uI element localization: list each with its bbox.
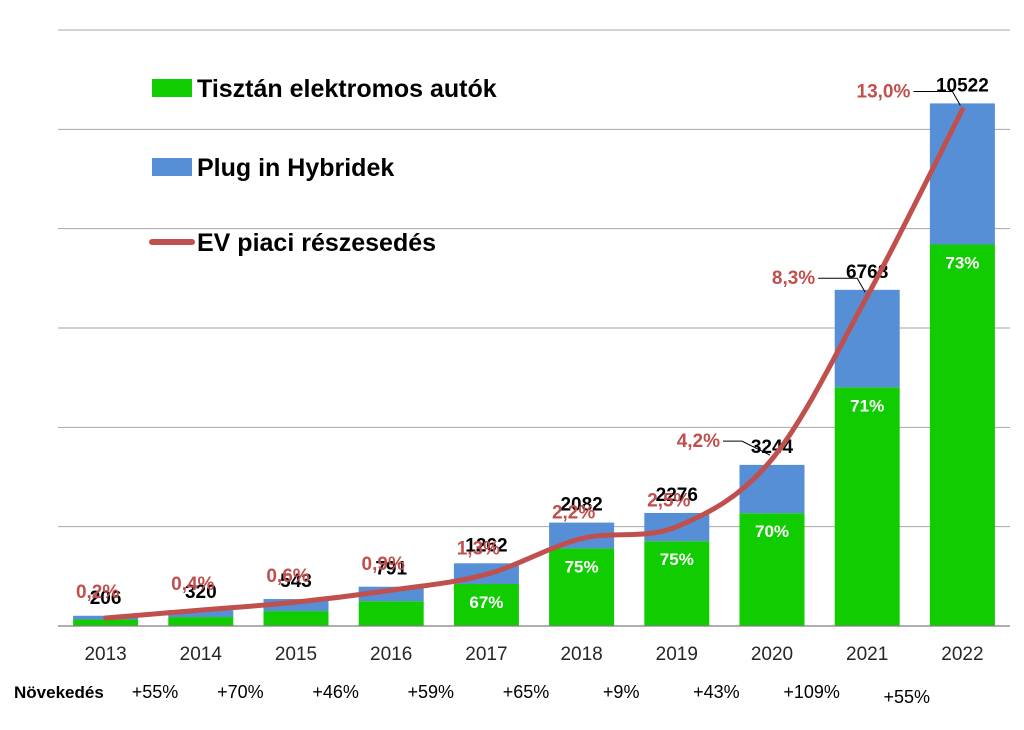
market-share-label-2017: 1,3% bbox=[457, 538, 500, 559]
growth-value-2019: +9% bbox=[603, 682, 640, 702]
market-share-line bbox=[103, 106, 965, 621]
leader-line-2021 bbox=[818, 277, 866, 293]
bar-bev-2016 bbox=[358, 601, 424, 626]
growth-value-2021: +109% bbox=[783, 682, 840, 702]
total-label-2014: 320 bbox=[185, 582, 217, 603]
legend-item-bev: Tisztán elektromos autók bbox=[152, 75, 497, 103]
total-label-2017: 1262 bbox=[465, 535, 507, 556]
bar-bev-2013 bbox=[73, 619, 139, 626]
growth-value-2016: +46% bbox=[312, 682, 359, 702]
growth-value-2015: +70% bbox=[217, 682, 264, 702]
bar-bev-2021 bbox=[834, 387, 900, 626]
bev-share-label-2017: 67% bbox=[469, 593, 503, 612]
legend-item-share: EV piaci részesedés bbox=[149, 229, 436, 257]
legend-label-share: EV piaci részesedés bbox=[197, 229, 436, 257]
market-share-label-2015: 0,6% bbox=[266, 566, 309, 587]
legend-label-phev: Plug in Hybridek bbox=[197, 154, 394, 182]
bar-phev-2022 bbox=[929, 103, 995, 245]
bar-bev-2022 bbox=[929, 244, 995, 627]
growth-row: Növekedés +55% +70% +46% +59% +65% +9% +43% +10… bbox=[14, 682, 930, 707]
bev-share-label-2019: 75% bbox=[660, 550, 694, 569]
total-label-2016: 791 bbox=[375, 559, 407, 580]
x-tick-2020: 2020 bbox=[751, 644, 793, 665]
total-label-2013: 206 bbox=[90, 588, 122, 609]
bars bbox=[73, 103, 995, 627]
legend: Tisztán elektromos autók Plug in Hybride… bbox=[149, 75, 497, 257]
bar-bev-2017 bbox=[453, 583, 519, 626]
label-leaders bbox=[723, 90, 961, 456]
market-share-label-2013: 0,2% bbox=[76, 582, 119, 603]
bar-bev-2019 bbox=[644, 541, 710, 626]
total-label-2018: 2082 bbox=[560, 495, 602, 516]
market-share-label-2020: 4,2% bbox=[677, 431, 720, 452]
market-share-label-2018: 2,2% bbox=[552, 503, 595, 524]
market-share-label-2021: 8,3% bbox=[772, 268, 815, 289]
growth-value-2020: +43% bbox=[693, 682, 740, 702]
legend-label-bev: Tisztán elektromos autók bbox=[197, 75, 497, 103]
total-label-2015: 543 bbox=[280, 571, 312, 592]
bar-phev-2020 bbox=[739, 464, 805, 514]
growth-value-2022: +55% bbox=[884, 687, 931, 707]
growth-row-label: Növekedés bbox=[14, 683, 104, 702]
legend-swatch-phev bbox=[152, 158, 192, 176]
legend-item-phev: Plug in Hybridek bbox=[152, 154, 394, 182]
bev-share-label-2022: 73% bbox=[945, 254, 979, 273]
total-label-2019: 2276 bbox=[656, 485, 698, 506]
growth-value-2017: +59% bbox=[408, 682, 455, 702]
bar-bev-2020 bbox=[739, 513, 805, 626]
growth-value-2014: +55% bbox=[132, 682, 179, 702]
market-share-label-2014: 0,4% bbox=[171, 574, 214, 595]
bev-share-label-2020: 70% bbox=[755, 522, 789, 541]
bev-share-label-2021: 71% bbox=[850, 396, 884, 415]
bar-bev-2014 bbox=[168, 617, 234, 626]
x-tick-2013: 2013 bbox=[84, 644, 126, 665]
leader-line-2022 bbox=[913, 90, 961, 106]
x-tick-2021: 2021 bbox=[846, 644, 888, 665]
x-tick-2015: 2015 bbox=[275, 644, 317, 665]
x-tick-2017: 2017 bbox=[465, 644, 507, 665]
bar-bev-2018 bbox=[549, 548, 615, 626]
market-share-label-2022: 13,0% bbox=[857, 81, 911, 102]
x-tick-2014: 2014 bbox=[180, 644, 223, 665]
x-tick-2016: 2016 bbox=[370, 644, 412, 665]
market-share-label-2019: 2,5% bbox=[647, 491, 690, 512]
bev-share-labels: 67% 75% 75% 70% 71% 73% bbox=[469, 254, 979, 612]
market-share-label-2016: 0,9% bbox=[362, 554, 405, 575]
market-share-labels: 0,2% 0,4% 0,6% 0,9% 1,3% 2,2% 2,5% 4,2% 8,3% 13,0… bbox=[76, 81, 911, 603]
x-tick-2018: 2018 bbox=[560, 644, 602, 665]
x-ticks: 2013 2014 2015 2016 2017 2018 2019 2020 2021 2022 bbox=[84, 644, 983, 665]
bev-share-label-2018: 75% bbox=[565, 557, 599, 576]
total-label-2022: 10522 bbox=[936, 75, 989, 96]
x-tick-2022: 2022 bbox=[941, 644, 983, 665]
growth-value-2018: +65% bbox=[503, 682, 550, 702]
leader-line-2020 bbox=[723, 440, 771, 456]
bar-phev-2014 bbox=[168, 610, 234, 618]
bar-bev-2015 bbox=[263, 611, 329, 626]
x-tick-2019: 2019 bbox=[656, 644, 698, 665]
legend-swatch-bev bbox=[152, 79, 192, 97]
